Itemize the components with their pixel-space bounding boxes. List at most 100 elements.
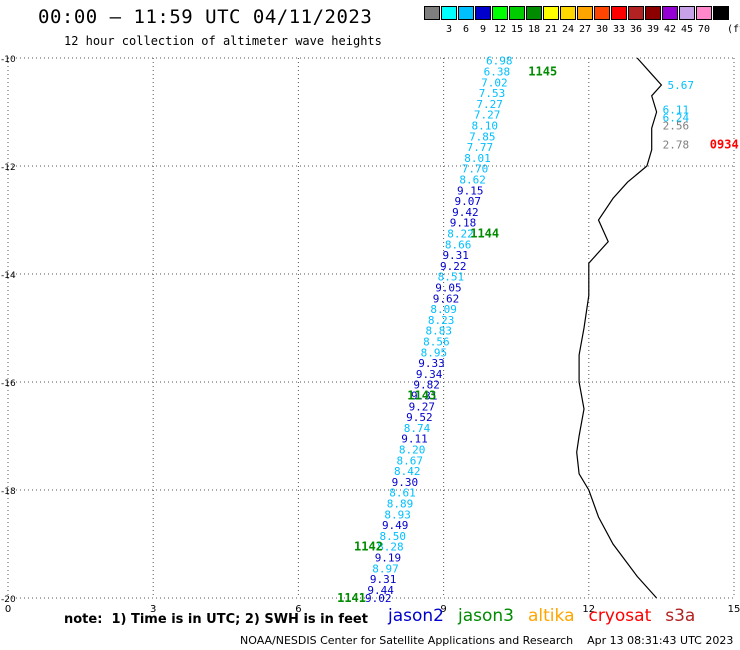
time-labels: 1145 1144 1143 1142 1141 0934 — [337, 65, 739, 606]
swh-value-label: 9.07 — [455, 195, 482, 208]
scale-label: 36 — [629, 24, 643, 35]
swh-value-label: 8.62 — [459, 174, 486, 187]
swh-value-label: 2.56 — [663, 120, 690, 133]
scale-swatch — [526, 6, 542, 20]
swh-value-label: 7.53 — [479, 87, 506, 100]
swh-value-label: 9.82 — [413, 379, 440, 392]
scale-label: 70 — [697, 24, 711, 35]
time-label: 1143 — [407, 389, 436, 403]
swh-value-label: 9.62 — [433, 292, 460, 305]
y-tick-label: -20 — [1, 595, 16, 605]
swh-value-label: 8.95 — [421, 346, 448, 359]
scale-swatch — [475, 6, 491, 20]
footer-note: note: 1) Time is in UTC; 2) SWH is in fe… — [64, 612, 368, 627]
swh-value-label: 8.09 — [430, 303, 457, 316]
time-label: 1141 — [337, 591, 366, 605]
satellite-label-jason3: jason3 — [458, 606, 514, 626]
axis-tick-labels: 0 3 6 9 12 15 -10 -12 -14 -16 -18 -20 — [1, 55, 740, 615]
scale-swatch — [594, 6, 610, 20]
satellite-label-jason2: jason2 — [388, 606, 444, 626]
swh-value-label: 8.89 — [387, 498, 414, 511]
swh-value-label: 9.34 — [416, 368, 443, 381]
scale-label: 6 — [462, 24, 470, 35]
scale-label: 12 — [493, 24, 507, 35]
swh-value-label: 8.66 — [445, 238, 472, 251]
swh-value-label: 8.56 — [423, 336, 450, 349]
swh-value-label: 6.24 — [663, 111, 690, 124]
footer-credit: NOAA/NESDIS Center for Satellite Applica… — [240, 634, 734, 647]
swh-value-label: 8.67 — [396, 454, 423, 467]
swh-value-label: 2.78 — [663, 138, 690, 151]
swh-points: 6.986.387.027.537.277.278.107.857.778.01… — [365, 55, 694, 605]
scale-label: 42 — [663, 24, 677, 35]
swh-value-label: 8.10 — [471, 120, 498, 133]
coastline-path — [576, 57, 663, 599]
swh-value-label: 7.77 — [467, 141, 494, 154]
scale-swatch — [424, 6, 440, 20]
swh-value-label: 8.22 — [447, 228, 474, 241]
time-label: 0934 — [710, 137, 739, 151]
x-tick-label: 12 — [582, 604, 595, 615]
scale-label: 21 — [544, 24, 558, 35]
satellite-legend: jason2 jason3 altika cryosat s3a — [388, 606, 709, 626]
swh-value-label: 9.02 — [365, 592, 392, 605]
scale-swatch — [662, 6, 678, 20]
swh-value-label: 9.33 — [418, 357, 445, 370]
swh-value-label: 7.27 — [474, 109, 501, 122]
y-tick-label: -10 — [1, 55, 16, 65]
swh-value-label: 9.31 — [442, 249, 469, 262]
swh-value-label: 9.31 — [370, 573, 397, 586]
swh-value-label: 6.38 — [484, 66, 511, 79]
time-label: 1142 — [354, 540, 383, 554]
scale-label: 45 — [680, 24, 694, 35]
swh-value-label: 9.42 — [452, 206, 479, 219]
swh-value-label: 8.61 — [389, 487, 416, 500]
scale-swatch — [441, 6, 457, 20]
x-tick-label: 0 — [5, 604, 11, 615]
swh-value-label: 7.85 — [469, 130, 496, 143]
swh-value-label: 9.22 — [440, 260, 467, 273]
swh-value-label: 8.97 — [372, 562, 399, 575]
swh-value-label: 8.83 — [426, 325, 453, 338]
scale-swatch — [713, 6, 729, 20]
swh-value-label: 9.15 — [457, 184, 484, 197]
swh-value-label: 5.67 — [668, 79, 695, 92]
swh-value-label: 9.44 — [367, 584, 394, 597]
scale-swatch — [560, 6, 576, 20]
satellite-label-altika: altika — [528, 606, 575, 626]
scale-swatch — [628, 6, 644, 20]
swh-value-label: 8.42 — [394, 465, 421, 478]
scale-label: 27 — [578, 24, 592, 35]
swh-value-label: 7.27 — [476, 98, 503, 111]
swh-value-label: 9.52 — [406, 411, 433, 424]
y-tick-label: -16 — [1, 379, 16, 389]
swh-value-label: 6.98 — [486, 55, 513, 68]
satellite-label-cryosat: cryosat — [588, 606, 652, 626]
chart-title: 00:00 – 11:59 UTC 04/11/2023 — [38, 6, 373, 28]
y-tick-label: -12 — [1, 163, 16, 173]
scale-swatch — [611, 6, 627, 20]
x-tick-label: 9 — [440, 604, 446, 615]
swh-value-label: 8.20 — [399, 444, 426, 457]
x-tick-label: 6 — [295, 604, 301, 615]
swh-value-label: 8.51 — [438, 271, 465, 284]
swh-value-label: 9.05 — [435, 282, 462, 295]
scale-label: 24 — [561, 24, 575, 35]
chart-subtitle: 12 hour collection of altimeter wave hei… — [64, 34, 382, 48]
scale-label: 18 — [527, 24, 541, 35]
swh-value-label: 9.49 — [382, 519, 409, 532]
scale-swatch — [458, 6, 474, 20]
y-tick-label: -18 — [1, 487, 16, 497]
scale-swatch — [577, 6, 593, 20]
swh-value-label: 9.11 — [401, 433, 428, 446]
scale-label: 33 — [612, 24, 626, 35]
scale-label: 15 — [510, 24, 524, 35]
swh-value-label: 9.18 — [450, 217, 477, 230]
swh-value-label: 8.28 — [377, 541, 404, 554]
swh-value-label: 8.01 — [464, 152, 491, 165]
swh-value-label: 9.19 — [375, 552, 402, 565]
scale-swatch — [509, 6, 525, 20]
swh-value-label: 8.23 — [428, 314, 455, 327]
swh-value-label: 7.70 — [462, 163, 489, 176]
